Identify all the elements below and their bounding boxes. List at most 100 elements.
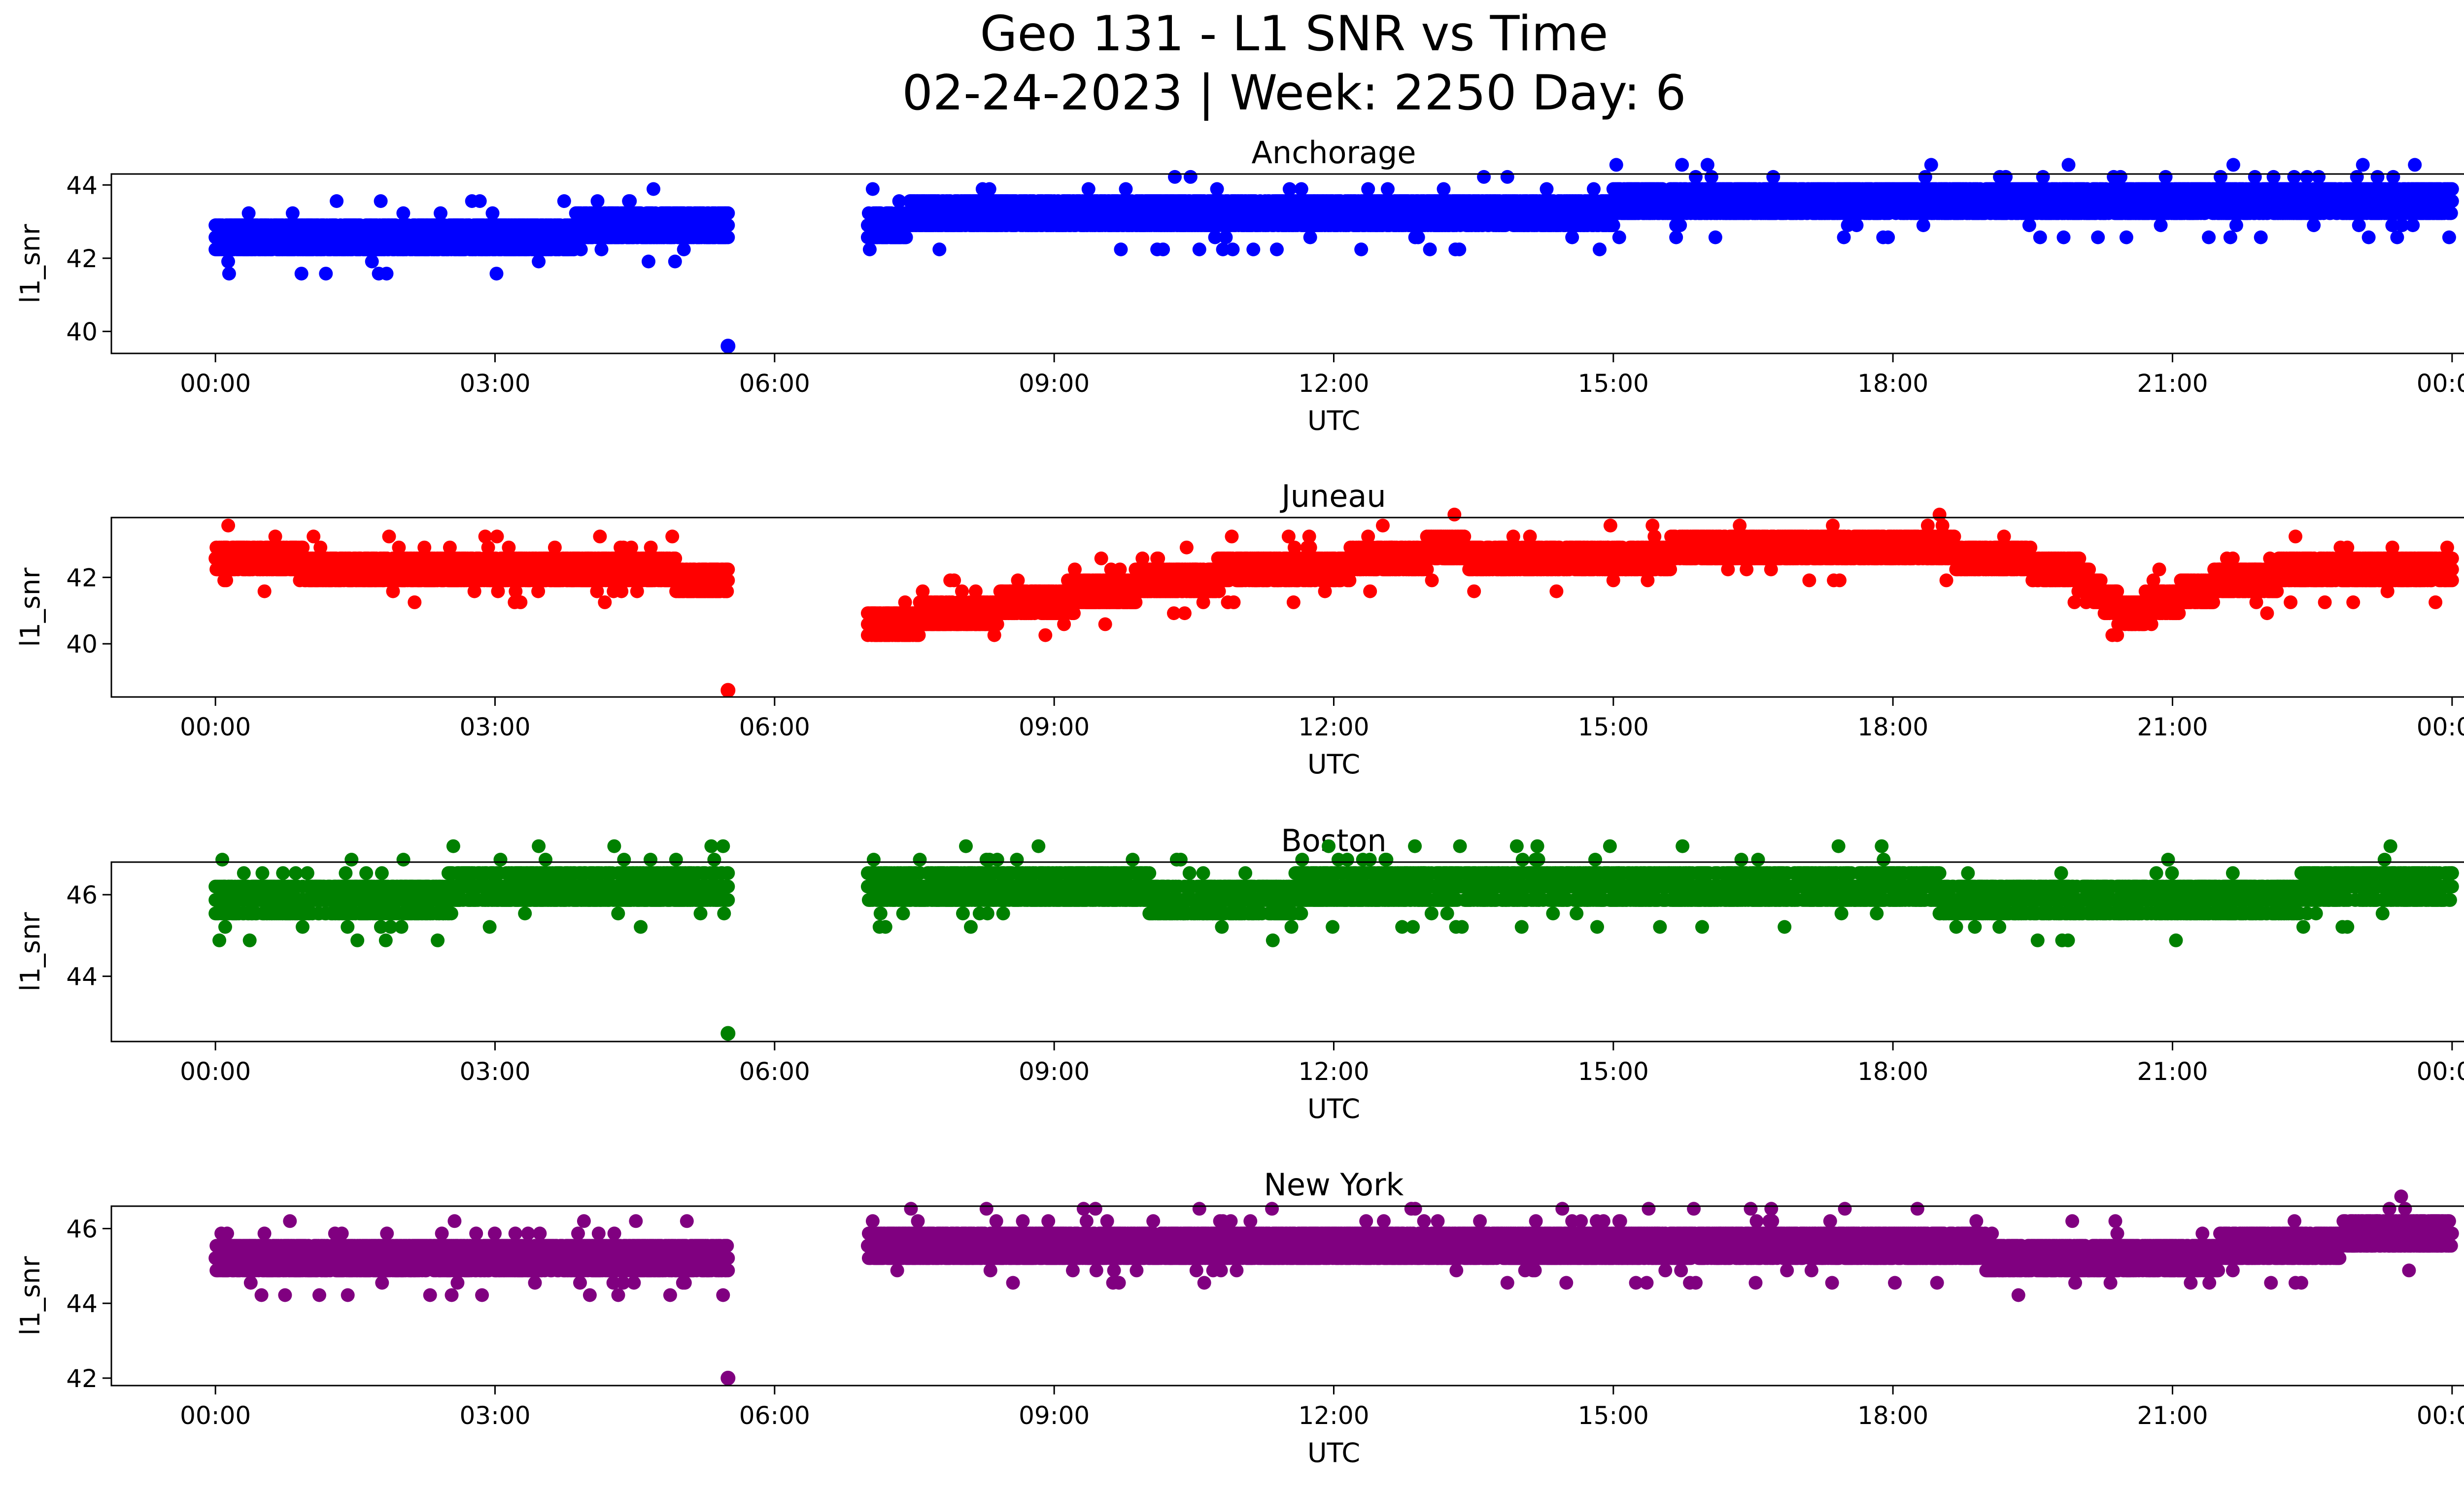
data-point — [1916, 218, 1930, 232]
data-point — [2158, 170, 2173, 184]
data-point — [1593, 243, 1607, 256]
data-point — [2300, 170, 2314, 184]
data-point — [319, 267, 333, 281]
panel-title: Juneau — [1279, 478, 1386, 514]
data-point — [1477, 170, 1491, 184]
data-point — [2445, 194, 2459, 208]
data-point — [2119, 230, 2133, 244]
data-point — [1565, 230, 1579, 244]
data-point — [1540, 182, 1554, 196]
data-point — [2202, 230, 2216, 244]
x-axis-label: UTC — [1307, 405, 1360, 436]
data-point — [1246, 243, 1261, 256]
data-point — [1192, 243, 1206, 256]
data-point — [557, 194, 571, 208]
data-point — [330, 194, 344, 208]
data-point — [865, 182, 880, 196]
data-point — [1606, 218, 1620, 232]
data-point — [2370, 170, 2385, 184]
data-point — [2312, 170, 2326, 184]
data-point — [1411, 230, 1425, 244]
data-point — [1708, 230, 1722, 244]
data-point — [1423, 243, 1437, 256]
data-point — [2408, 158, 2422, 172]
data-point — [379, 267, 394, 281]
data-point — [1704, 170, 1718, 184]
x-tick-label: 18:00 — [1857, 369, 1928, 398]
data-point — [221, 254, 235, 269]
data-point — [1837, 230, 1851, 244]
data-point — [241, 206, 256, 220]
data-point — [1437, 182, 1451, 196]
data-point — [2266, 170, 2281, 184]
data-point — [489, 267, 504, 281]
data-point — [1270, 243, 1284, 256]
data-point — [2350, 170, 2364, 184]
data-point — [1500, 170, 1514, 184]
data-point — [2226, 158, 2240, 172]
data-point — [862, 243, 877, 256]
figure-title-line1: Geo 131 - L1 SNR vs Time — [980, 6, 1608, 62]
data-point — [2036, 170, 2050, 184]
data-point — [1587, 182, 1601, 196]
y-tick-label: 40 — [66, 317, 98, 346]
data-point — [2061, 158, 2076, 172]
data-point — [1294, 182, 1308, 196]
data-point — [1673, 218, 1687, 232]
x-tick-label: 00:00 — [180, 369, 251, 398]
data-point — [1210, 182, 1224, 196]
data-point — [2154, 218, 2168, 232]
data-point — [285, 206, 300, 220]
data-point — [677, 243, 691, 256]
data-point — [2254, 230, 2268, 244]
data-point — [1119, 182, 1133, 196]
x-tick-label: 15:00 — [1578, 369, 1649, 398]
data-point — [2390, 230, 2404, 244]
data-point — [1156, 243, 1170, 256]
data-point — [721, 230, 735, 244]
y-tick-label: 44 — [66, 171, 98, 200]
data-point — [222, 267, 236, 281]
data-point — [2056, 230, 2071, 244]
data-point — [574, 243, 588, 256]
data-point — [1669, 230, 1683, 244]
data-point — [2352, 218, 2366, 232]
x-tick-label: 21:00 — [2137, 369, 2208, 398]
data-point — [2229, 218, 2243, 232]
x-tick-label: 09:00 — [1019, 369, 1090, 398]
data-point — [1381, 182, 1395, 196]
data-point — [647, 182, 660, 196]
data-point — [721, 218, 735, 232]
data-point — [668, 254, 682, 269]
data-point — [2445, 182, 2459, 196]
x-tick-label: 06:00 — [739, 369, 810, 398]
data-point — [2444, 206, 2458, 220]
data-point — [1766, 170, 1780, 184]
data-point — [2091, 230, 2105, 244]
data-point — [532, 254, 546, 269]
data-point — [1675, 158, 1689, 172]
data-point — [1282, 182, 1297, 196]
x-tick-label: 03:00 — [459, 369, 530, 398]
data-point — [594, 243, 609, 256]
data-point — [396, 206, 411, 220]
data-point — [2214, 170, 2227, 184]
data-point — [2307, 218, 2321, 232]
outlier-point — [720, 339, 736, 354]
y-axis-label: l1_snr — [15, 224, 46, 304]
data-point — [1168, 170, 1182, 184]
data-point — [899, 230, 913, 244]
data-point — [623, 194, 637, 208]
data-point — [1219, 230, 1233, 244]
data-point — [2356, 158, 2370, 172]
x-tick-label: 00:00 — [2417, 369, 2464, 398]
data-point — [1183, 170, 1198, 184]
data-point — [2223, 230, 2237, 244]
data-point — [434, 206, 447, 220]
data-point — [473, 194, 487, 208]
data-point — [642, 254, 655, 269]
data-point — [485, 206, 500, 220]
data-point — [1849, 218, 1864, 232]
data-point — [1226, 243, 1240, 256]
data-point — [1700, 158, 1714, 172]
